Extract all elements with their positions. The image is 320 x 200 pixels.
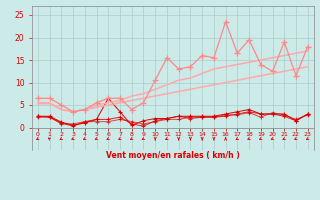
X-axis label: Vent moyen/en rafales ( km/h ): Vent moyen/en rafales ( km/h ) (106, 151, 240, 160)
